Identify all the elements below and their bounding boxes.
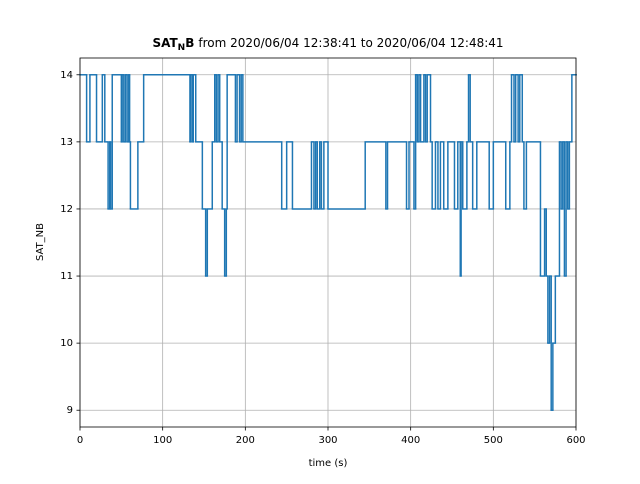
x-tick-label: 100 [153, 435, 172, 446]
y-tick-label: 12 [60, 204, 73, 215]
title-part: N [178, 43, 186, 53]
y-tick-label: 9 [67, 405, 73, 416]
y-tick-label: 10 [60, 338, 73, 349]
chart-title: SATNB from 2020/06/04 12:38:41 to 2020/06… [152, 36, 503, 53]
y-tick-label: 14 [60, 70, 73, 81]
title-part: from 2020/06/04 12:38:41 to 2020/06/04 1… [198, 36, 503, 50]
y-axis-label: SAT_NB [35, 223, 46, 261]
x-tick-label: 0 [77, 435, 83, 446]
plot-frame [79, 57, 577, 428]
x-axis-label: time (s) [309, 458, 348, 469]
title-part: SAT [152, 36, 178, 50]
y-tick-label: 11 [60, 271, 73, 282]
x-tick-label: 200 [236, 435, 255, 446]
x-tick-label: 500 [484, 435, 503, 446]
title-part: B [185, 36, 194, 50]
x-tick-label: 400 [401, 435, 420, 446]
x-tick-label: 600 [566, 435, 585, 446]
x-tick-label: 300 [318, 435, 337, 446]
y-tick-label: 13 [60, 137, 73, 148]
